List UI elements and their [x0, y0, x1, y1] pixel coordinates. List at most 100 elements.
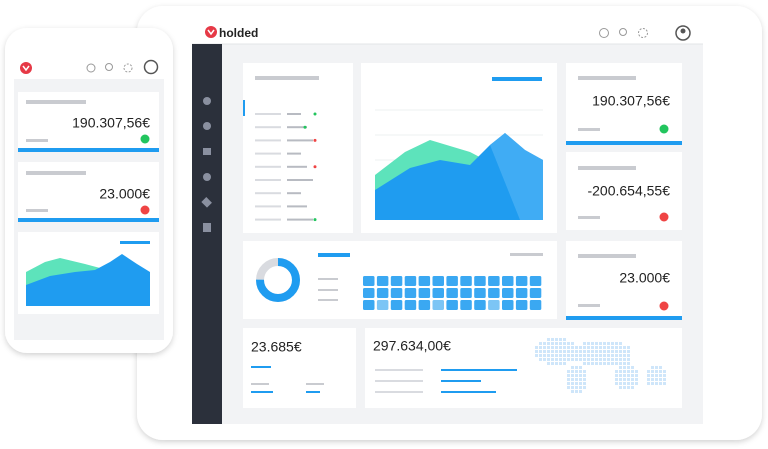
map-dot [659, 370, 662, 373]
placeholder [287, 192, 301, 195]
map-dot [647, 378, 650, 381]
calendar-cell [529, 288, 542, 298]
calendar-cell [404, 300, 417, 310]
map-dot [587, 358, 590, 361]
map-dot [655, 374, 658, 377]
map-dot [583, 358, 586, 361]
map-dot [595, 350, 598, 353]
calendar-cell [474, 288, 486, 298]
map-dot [623, 378, 626, 381]
list-indicator [243, 100, 245, 116]
map-dot [571, 358, 574, 361]
phone-top-bar [14, 55, 164, 79]
map-dot [619, 370, 622, 373]
progress [441, 391, 496, 393]
map-dot [615, 374, 618, 377]
status-dot [313, 138, 317, 142]
map-dot [659, 382, 662, 385]
card-accent [566, 316, 682, 320]
progress [441, 380, 481, 382]
search-icon[interactable] [619, 28, 627, 36]
map-dot [623, 370, 626, 373]
map-dot [583, 374, 586, 377]
map-dot [587, 362, 590, 365]
nav-icon[interactable] [201, 197, 212, 208]
map-dot [615, 350, 618, 353]
settings-icon[interactable] [638, 28, 648, 38]
map-dot [623, 358, 626, 361]
map-dot [619, 342, 622, 345]
map-dot [547, 350, 550, 353]
map-dot [567, 374, 570, 377]
avatar[interactable] [143, 59, 159, 75]
list-rows [255, 112, 317, 222]
map-dot [539, 342, 542, 345]
map-dot [623, 374, 626, 377]
map-dot [623, 362, 626, 365]
map-dot [647, 370, 650, 373]
nav-icon[interactable] [203, 173, 211, 181]
map-dot [655, 370, 658, 373]
map-dot [663, 378, 666, 381]
placeholder [251, 366, 271, 368]
map-dot [575, 354, 578, 357]
search-icon[interactable] [105, 63, 113, 71]
placeholder [255, 165, 281, 168]
placeholder [578, 216, 600, 219]
map-dot [591, 362, 594, 365]
map-dot [587, 342, 590, 345]
placeholder [26, 100, 86, 104]
placeholder [255, 139, 281, 142]
calendar-cell [502, 276, 514, 286]
map-dot [631, 382, 634, 385]
placeholder [578, 304, 600, 307]
map-dot [571, 378, 574, 381]
map-dot [627, 362, 630, 365]
kpi-value: 23.685€ [251, 339, 302, 355]
add-icon[interactable] [86, 63, 96, 73]
calendar-cell [488, 300, 500, 310]
map-dot [567, 370, 570, 373]
nav-icon[interactable] [203, 148, 211, 155]
avatar-head [680, 28, 686, 34]
map-dot [535, 354, 538, 357]
map-dot [587, 346, 590, 349]
map-dot [615, 354, 618, 357]
map-dot [607, 346, 610, 349]
map-dot [607, 358, 610, 361]
map-dot [579, 386, 582, 389]
add-icon[interactable] [599, 28, 609, 38]
map-dot [539, 346, 542, 349]
map-dot [595, 362, 598, 365]
map-dot [575, 386, 578, 389]
map-dot [627, 346, 630, 349]
map-dot [651, 382, 654, 385]
placeholder [510, 253, 543, 256]
map-dot [551, 362, 554, 365]
map-dot [607, 362, 610, 365]
nav-icon[interactable] [203, 122, 211, 130]
nav-icon[interactable] [203, 97, 211, 105]
map-dot [547, 346, 550, 349]
nav-icon[interactable] [203, 223, 211, 232]
map-dot [551, 338, 554, 341]
placeholder [26, 171, 86, 175]
chart-legend [492, 77, 542, 81]
map-dot [547, 354, 550, 357]
map-dot [579, 382, 582, 385]
map-dot [627, 382, 630, 385]
calendar-cell [418, 300, 431, 310]
map-dot [651, 366, 654, 369]
settings-icon[interactable] [123, 63, 133, 73]
logo-icon [205, 26, 217, 38]
avatar[interactable] [675, 25, 691, 41]
map-dot [555, 350, 558, 353]
area [26, 254, 150, 306]
map-dot [611, 342, 614, 345]
placeholder [578, 128, 600, 131]
map-dot [563, 342, 566, 345]
map-dot [627, 386, 630, 389]
placeholder [255, 205, 281, 208]
kpi-value: 190.307,56€ [72, 115, 150, 131]
placeholder [306, 391, 320, 393]
